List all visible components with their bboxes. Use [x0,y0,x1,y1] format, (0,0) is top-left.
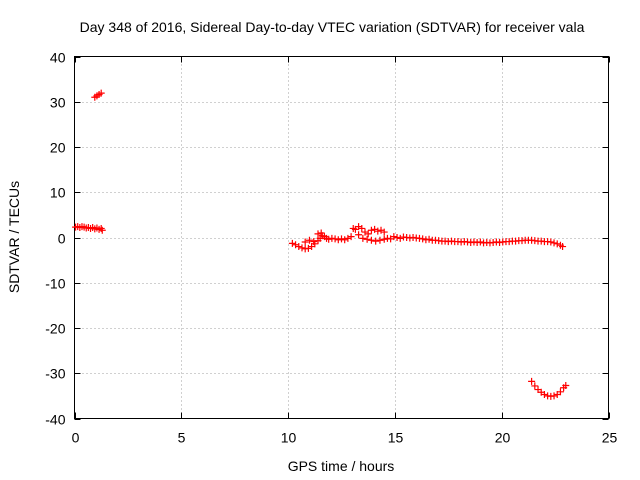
data-point [559,243,567,251]
data-point [393,234,401,241]
data-point [364,230,372,238]
plot-frame [74,56,609,419]
data-point [359,234,367,242]
data-point [531,382,539,390]
y-tick-label: -30 [45,366,65,382]
y-tick-label: 0 [58,231,66,247]
x-tick-label: 20 [495,430,511,446]
x-tick-labels: 0 5 10 15 20 25 [72,430,618,446]
data-point [314,230,322,238]
data-point [338,235,345,243]
x-tick-label: 5 [178,430,186,446]
y-tick-label: 10 [50,185,66,201]
data-point [347,233,355,241]
data-point [98,226,106,234]
data-point [396,234,404,242]
data-point [371,225,379,233]
data-point [390,233,398,241]
data-point [301,238,309,246]
x-tick-label: 10 [281,430,297,446]
data-point [363,235,371,243]
data-point [361,228,369,236]
data-point [355,231,363,239]
data-point [372,237,380,245]
grid [74,56,609,419]
data-point [292,241,300,249]
data-points [72,89,570,400]
data-point [305,236,313,244]
data-point [553,240,561,248]
y-tick-label: -20 [45,321,65,337]
x-axis-label: GPS time / hours [288,458,395,474]
y-tick-label: -40 [45,412,65,428]
data-point [367,226,375,234]
data-point [288,239,296,247]
data-point [298,244,306,252]
data-point [540,391,548,399]
axis-ticks [74,56,610,420]
data-point [562,381,570,389]
data-point [331,235,339,243]
data-point [550,392,558,400]
data-point [376,236,384,244]
data-point [550,239,558,247]
chart-title: Day 348 of 2016, Sidereal Day-to-day VTE… [80,19,585,35]
data-point [374,227,382,235]
data-point [325,235,333,243]
y-tick-label: 30 [50,95,66,111]
y-tick-label: 40 [50,50,66,66]
data-point [358,224,366,232]
y-axis-label: SDTVAR / TECUs [6,181,22,293]
data-point [295,243,303,251]
data-point [344,234,352,242]
data-point [419,235,427,243]
x-tick-label: 15 [388,430,404,446]
y-tick-label: -10 [45,276,65,292]
data-point [341,236,349,244]
data-point [377,226,385,234]
data-point [367,236,375,244]
data-point [380,235,388,243]
data-point [310,238,318,246]
x-tick-label: 25 [602,430,618,446]
data-point [528,377,536,385]
data-point [556,388,564,396]
data-point [304,244,312,252]
data-point [317,229,325,237]
data-point [334,236,342,244]
y-tick-label: 20 [50,140,66,156]
data-point [380,228,388,236]
data-point [97,89,105,97]
data-point [425,235,433,243]
data-point [547,238,555,246]
data-point [476,238,484,246]
y-tick-labels: -40 -30 -20 -10 0 10 20 30 40 [45,50,65,428]
x-tick-label: 0 [72,430,80,446]
